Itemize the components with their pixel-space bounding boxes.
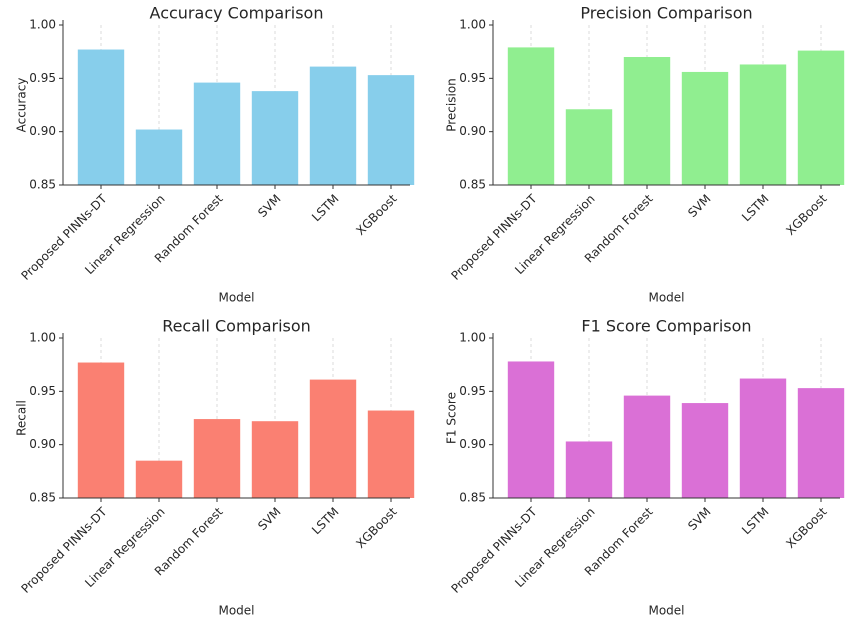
x-tick-label: SVM — [685, 505, 713, 533]
x-tick-label: XGBoost — [353, 191, 399, 237]
bar — [797, 50, 845, 185]
bar — [193, 419, 241, 498]
chart-title: Accuracy Comparison — [150, 4, 324, 23]
y-tick-label: 0.90 — [29, 124, 56, 138]
y-tick-label: 0.90 — [29, 437, 56, 451]
bar — [309, 379, 357, 498]
x-tick-label: SVM — [685, 192, 713, 220]
y-tick-label: 0.95 — [459, 384, 486, 398]
bar — [739, 378, 787, 498]
y-tick-label: 1.00 — [459, 18, 486, 32]
x-tick-label: SVM — [255, 505, 283, 533]
y-axis-label: Recall — [15, 400, 29, 436]
bar — [367, 75, 415, 185]
x-axis-label: Model — [648, 604, 684, 618]
x-axis-label: Model — [648, 291, 684, 305]
bar — [77, 362, 125, 498]
y-tick-label: 0.90 — [459, 124, 486, 138]
x-axis-label: Model — [218, 291, 254, 305]
bar — [367, 410, 415, 498]
x-tick-label: LSTM — [309, 505, 342, 538]
x-axis-label: Model — [218, 604, 254, 618]
y-tick-label: 1.00 — [29, 18, 56, 32]
bar — [623, 395, 671, 498]
y-tick-label: 0.95 — [29, 384, 56, 398]
y-tick-label: 0.85 — [29, 491, 56, 505]
x-tick-label: XGBoost — [353, 504, 399, 550]
bar — [507, 361, 555, 498]
y-tick-label: 0.85 — [459, 491, 486, 505]
bar — [507, 47, 555, 186]
x-tick-label: LSTM — [739, 192, 772, 225]
y-tick-label: 1.00 — [29, 331, 56, 345]
y-axis-label: F1 Score — [445, 392, 459, 444]
bar — [251, 421, 299, 498]
bar — [135, 460, 183, 498]
chart-title: Recall Comparison — [162, 317, 311, 336]
y-tick-label: 0.90 — [459, 437, 486, 451]
x-tick-label: SVM — [255, 192, 283, 220]
bar — [565, 109, 613, 185]
y-tick-label: 0.85 — [459, 178, 486, 192]
bar — [77, 49, 125, 186]
x-tick-label: XGBoost — [783, 504, 829, 550]
y-tick-label: 0.95 — [459, 71, 486, 85]
y-tick-label: 0.85 — [29, 178, 56, 192]
chart-title: F1 Score Comparison — [581, 317, 751, 336]
x-tick-label: LSTM — [739, 505, 772, 538]
x-tick-label: LSTM — [309, 192, 342, 225]
bar — [565, 441, 613, 498]
bar — [681, 71, 729, 185]
bar — [623, 57, 671, 185]
bar — [251, 91, 299, 185]
x-tick-label: XGBoost — [783, 191, 829, 237]
bar — [309, 66, 357, 185]
y-axis-label: Accuracy — [15, 78, 29, 133]
bar — [739, 64, 787, 185]
bar — [135, 129, 183, 185]
bar — [193, 82, 241, 185]
y-tick-label: 0.95 — [29, 71, 56, 85]
bar — [681, 403, 729, 498]
bar — [797, 388, 845, 498]
y-axis-label: Precision — [445, 78, 459, 132]
y-tick-label: 1.00 — [459, 331, 486, 345]
chart-title: Precision Comparison — [580, 4, 752, 23]
